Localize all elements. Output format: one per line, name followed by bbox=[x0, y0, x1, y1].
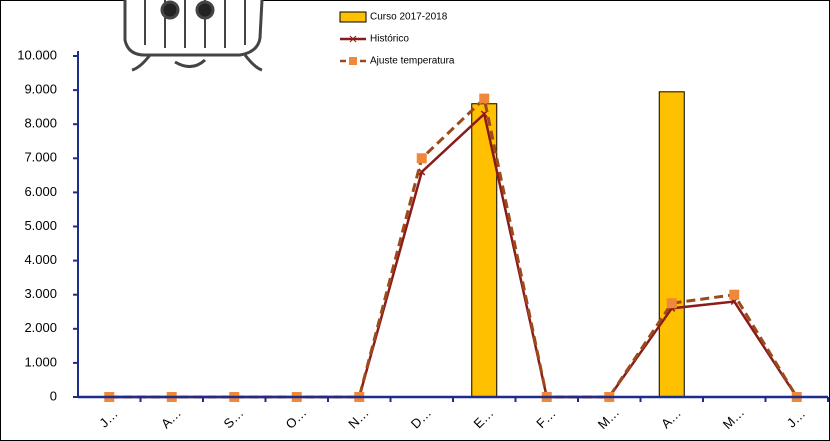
marker bbox=[416, 153, 427, 164]
y-tick-label: 1.000 bbox=[24, 354, 57, 369]
legend-label: Histórico bbox=[370, 34, 409, 45]
mascot bbox=[123, 0, 264, 72]
y-tick-label: 10.000 bbox=[17, 47, 57, 62]
y-tick-label: 0 bbox=[50, 388, 57, 403]
legend-marker bbox=[349, 35, 357, 43]
bar bbox=[471, 103, 498, 398]
marker bbox=[729, 289, 740, 300]
legend-label: Ajuste temperatura bbox=[370, 56, 455, 67]
legend-marker bbox=[349, 57, 357, 65]
y-tick-label: 8.000 bbox=[24, 116, 57, 131]
y-tick-label: 3.000 bbox=[24, 286, 57, 301]
legend-label: Curso 2017-2018 bbox=[370, 12, 448, 23]
marker bbox=[479, 93, 490, 104]
y-tick-label: 7.000 bbox=[24, 150, 57, 165]
y-tick-label: 9.000 bbox=[24, 82, 57, 97]
y-tick-label: 5.000 bbox=[24, 218, 57, 233]
y-tick-label: 2.000 bbox=[24, 320, 57, 335]
bar bbox=[658, 91, 685, 398]
y-tick-label: 6.000 bbox=[24, 184, 57, 199]
legend-swatch bbox=[339, 11, 367, 23]
y-tick-label: 4.000 bbox=[24, 252, 57, 267]
marker bbox=[666, 298, 677, 309]
